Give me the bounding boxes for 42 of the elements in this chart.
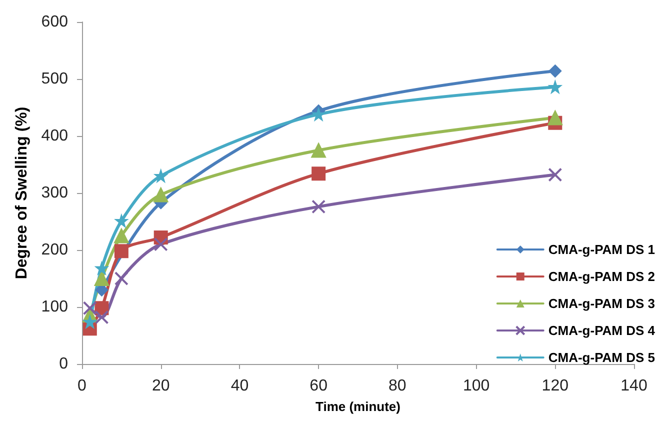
point [548,110,563,126]
y-axis-title: Degree of Swelling (%) [14,106,30,280]
point [154,169,168,182]
y-tick-label: 400 [41,128,68,144]
legend-label: CMA-g-PAM DS 4 [548,323,656,338]
x-axis-title: Time (minute) [316,399,400,414]
point [114,272,128,286]
y-tick-label: 500 [41,70,68,88]
legend-label: CMA-g-PAM DS 2 [548,269,655,284]
y-tick-label: 600 [41,14,68,30]
x-tick-label: 140 [620,378,648,394]
legend-label: CMA-g-PAM DS 5 [548,350,655,365]
point [95,262,108,275]
legend-label: CMA-g-PAM DS 3 [548,296,655,311]
y-tick-label: 200 [41,242,68,258]
point [548,80,562,94]
point [311,142,326,158]
y-tick-label: 300 [41,184,68,202]
x-tick-label: 120 [542,378,569,394]
point [153,187,168,202]
x-tick-label: 0 [78,378,87,394]
x-tick-label: 60 [310,378,328,394]
point [114,244,128,258]
point [312,108,326,121]
x-tick-label: 100 [462,378,490,394]
point [114,214,128,228]
point [312,166,326,181]
point [82,301,97,316]
point [83,315,96,328]
point [548,168,562,182]
x-tick-label: 40 [230,378,249,394]
y-tick-label: 100 [41,298,68,316]
point [114,228,129,244]
y-tick-label: 0 [59,356,68,372]
point [312,200,326,214]
point [154,237,168,252]
point [94,271,110,286]
x-tick-label: 80 [388,378,406,394]
x-tick-label: 20 [152,378,170,394]
point [548,64,562,78]
point [94,310,109,324]
legend-label: CMA-g-PAM DS 1 [548,242,655,257]
